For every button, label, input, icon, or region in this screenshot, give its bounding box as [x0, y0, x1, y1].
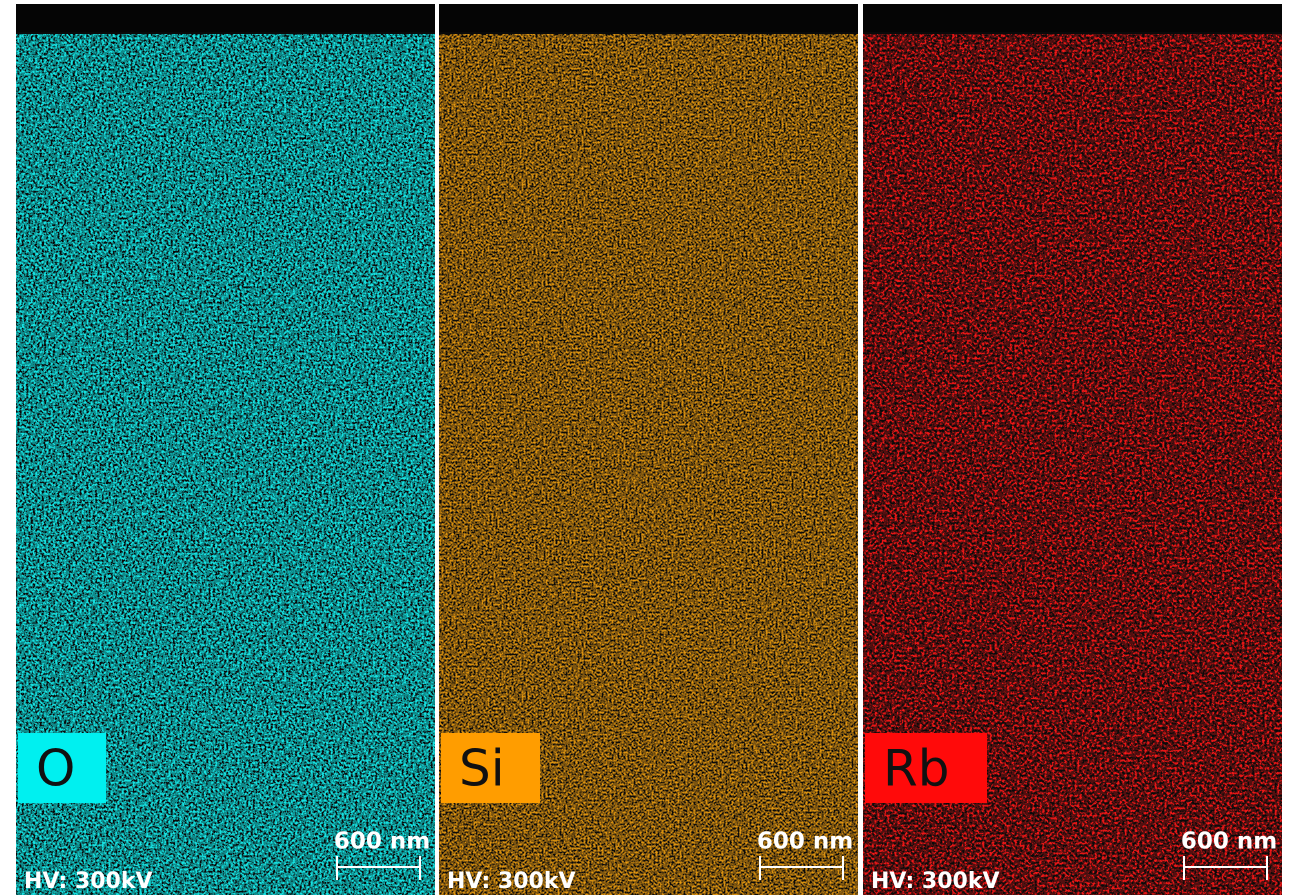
element-label: Si	[459, 740, 505, 798]
voltage-label: HV: 300kV	[24, 869, 153, 894]
element-label: Rb	[883, 740, 949, 798]
top-band	[16, 4, 435, 32]
scale-label: 600 nm	[334, 829, 430, 855]
element-label: O	[36, 740, 75, 798]
voltage-label: HV: 300kV	[447, 869, 576, 894]
top-band	[439, 4, 858, 32]
scale-label: 600 nm	[757, 829, 853, 855]
eds-maps: O 600 nm HV: 300kV Si 600 nm HV: 300kV Rb 600 n…	[0, 0, 1294, 895]
scale-label: 600 nm	[1181, 829, 1277, 855]
voltage-label: HV: 300kV	[871, 869, 1000, 894]
top-band	[863, 4, 1282, 32]
